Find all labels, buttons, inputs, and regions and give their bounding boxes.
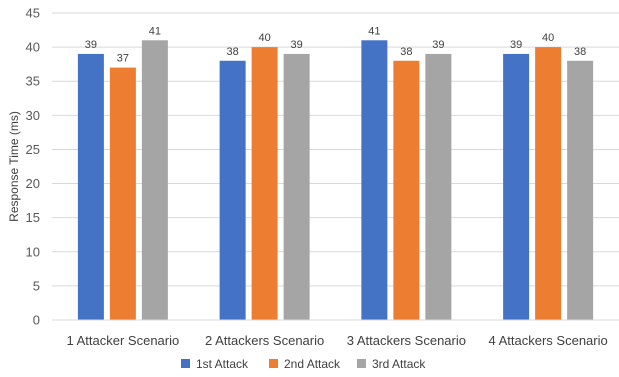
bar [141,40,168,321]
legend-item: 2nd Attack [269,357,341,371]
bar [251,47,278,320]
bar [361,40,388,321]
y-tick-label: 40 [26,40,40,55]
legend-item: 1st Attack [181,357,249,371]
data-label: 39 [510,39,522,51]
bar [393,60,420,320]
y-tick-label: 35 [26,74,40,89]
data-labels: 39 37 41 38 40 39 41 38 39 39 40 38 [85,25,587,64]
bar [503,53,530,320]
data-label: 40 [259,32,271,44]
legend-swatch [357,359,366,368]
y-tick-label: 15 [26,210,40,225]
legend-label: 2nd Attack [284,357,341,371]
bar [77,53,104,320]
x-axis-categories: 1 Attacker Scenario 2 Attackers Scenario 3… [67,333,608,348]
legend-item: 3rd Attack [357,357,426,371]
y-axis-ticks: 0 5 10 15 20 25 30 35 40 45 [26,6,40,328]
data-label: 38 [400,46,412,58]
data-label: 39 [85,39,97,51]
y-axis-title: Response Time (ms) [7,111,21,222]
gridlines [52,12,619,287]
legend: 1st Attack 2nd Attack 3rd Attack [181,357,426,371]
y-tick-label: 10 [26,244,40,259]
x-category-label: 4 Attackers Scenario [489,333,608,348]
x-category-label: 2 Attackers Scenario [205,333,324,348]
y-tick-label: 45 [26,6,40,21]
x-category-label: 1 Attacker Scenario [67,333,180,348]
data-label: 39 [432,39,444,51]
bar [219,60,246,320]
data-label: 41 [368,25,380,37]
y-tick-label: 25 [26,142,40,157]
data-label: 38 [574,46,586,58]
bar [425,53,452,320]
data-label: 37 [117,53,129,65]
bar [109,67,136,320]
y-tick-label: 5 [33,278,40,293]
data-label: 41 [149,25,161,37]
legend-label: 3rd Attack [372,357,426,371]
bar [567,60,594,320]
legend-label: 1st Attack [196,357,249,371]
data-label: 40 [542,32,554,44]
bar [283,53,310,320]
x-category-label: 3 Attackers Scenario [347,333,466,348]
data-label: 38 [227,46,239,58]
legend-swatch [269,359,278,368]
data-label: 39 [291,39,303,51]
y-tick-label: 0 [33,313,40,328]
y-tick-label: 30 [26,108,40,123]
y-tick-label: 20 [26,176,40,191]
bars [77,40,594,321]
bar [535,47,562,320]
legend-swatch [181,359,190,368]
